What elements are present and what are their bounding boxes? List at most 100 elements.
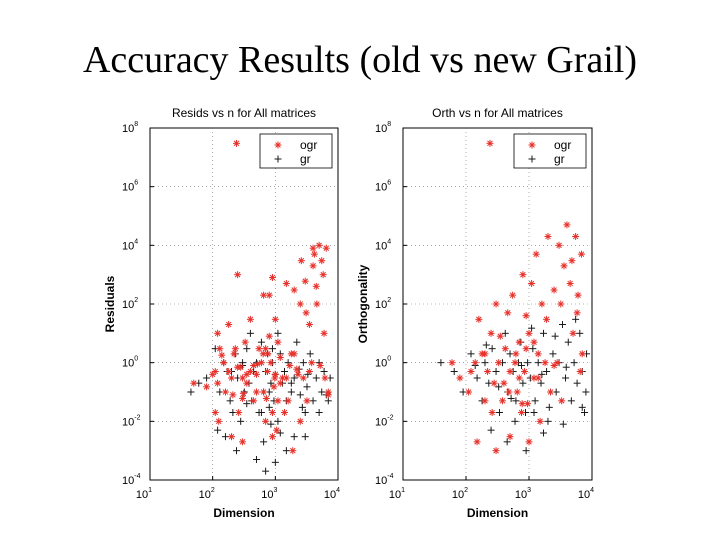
- point-ogr: [296, 300, 304, 308]
- point-gr: [267, 379, 275, 387]
- point-ogr: [220, 359, 228, 367]
- point-ogr: [215, 417, 223, 425]
- point-ogr: [273, 426, 281, 434]
- point-ogr: [270, 383, 278, 391]
- point-ogr: [225, 367, 233, 375]
- point-ogr: [260, 388, 268, 396]
- point-gr: [271, 458, 279, 466]
- point-gr: [290, 374, 298, 382]
- y-tick-label: 104: [122, 238, 138, 252]
- orthogonality-plot: 101 102 103 104 10-4 10-2 100 102 104 106 108 Orth …: [356, 106, 594, 520]
- point-ogr: [259, 350, 267, 358]
- point-gr: [312, 374, 320, 382]
- point-ogr: [211, 409, 219, 417]
- point-ogr: [271, 370, 279, 378]
- point-ogr: [496, 332, 504, 340]
- point-gr: [221, 433, 229, 441]
- point-gr: [187, 388, 195, 396]
- point-ogr: [232, 139, 240, 147]
- point-gr: [280, 367, 288, 375]
- point-ogr: [209, 370, 217, 378]
- point-ogr: [492, 300, 500, 308]
- point-gr: [522, 447, 530, 455]
- point-gr: [243, 345, 251, 353]
- point-ogr: [305, 367, 313, 375]
- point-ogr: [230, 350, 238, 358]
- point-gr: [512, 397, 520, 405]
- point-gr: [487, 426, 495, 434]
- point-ogr: [225, 321, 233, 329]
- y-tick-label: 10-4: [122, 473, 141, 487]
- point-ogr: [228, 374, 236, 382]
- point-ogr: [322, 244, 330, 252]
- point-ogr: [517, 409, 525, 417]
- point-ogr: [289, 447, 297, 455]
- x-tick-label: 103: [515, 487, 531, 501]
- point-gr: [562, 363, 570, 371]
- point-ogr: [566, 279, 574, 287]
- point-ogr: [521, 367, 529, 375]
- point-ogr: [203, 383, 211, 391]
- point-gr: [519, 379, 527, 387]
- point-gr: [501, 329, 509, 337]
- legend-label-ogr: ogr: [300, 138, 317, 152]
- point-ogr: [231, 345, 239, 353]
- point-gr: [544, 417, 552, 425]
- point-ogr: [553, 359, 561, 367]
- legend-box: [259, 133, 333, 169]
- point-ogr: [543, 315, 551, 323]
- point-ogr: [296, 417, 304, 425]
- point-ogr: [560, 262, 568, 270]
- point-ogr: [525, 438, 533, 446]
- point-ogr: [550, 286, 558, 294]
- point-ogr: [505, 388, 513, 396]
- point-ogr: [487, 329, 495, 337]
- y-tick-label: 10-4: [375, 473, 394, 487]
- plot-title: Orth vs n for All matrices: [432, 106, 563, 120]
- plot-title: Resids vs n for All matrices: [172, 106, 316, 120]
- point-ogr: [518, 400, 526, 408]
- point-gr: [437, 359, 445, 367]
- point-ogr: [321, 374, 329, 382]
- point-ogr: [235, 409, 243, 417]
- point-ogr: [578, 350, 586, 358]
- point-gr: [538, 370, 546, 378]
- point-ogr: [313, 300, 321, 308]
- point-gr: [260, 438, 268, 446]
- point-ogr: [558, 397, 566, 405]
- y-tick-label: 106: [122, 180, 138, 194]
- point-ogr: [284, 397, 292, 405]
- point-gr: [293, 338, 301, 346]
- point-gr: [274, 329, 282, 337]
- point-gr: [304, 370, 312, 378]
- point-ogr: [246, 367, 254, 375]
- legend-marker-ogr: [528, 141, 536, 149]
- point-gr: [306, 350, 314, 358]
- point-gr: [545, 403, 553, 411]
- point-gr: [318, 388, 326, 396]
- point-ogr: [456, 374, 464, 382]
- point-ogr: [268, 274, 276, 282]
- point-ogr: [271, 374, 279, 382]
- data-points: [187, 139, 334, 475]
- point-ogr: [260, 291, 268, 299]
- point-ogr: [532, 250, 540, 258]
- x-tick-label: 101: [389, 487, 405, 501]
- point-gr: [580, 409, 588, 417]
- point-gr: [303, 383, 311, 391]
- point-gr: [578, 403, 586, 411]
- point-ogr: [262, 395, 270, 403]
- point-ogr: [576, 367, 584, 375]
- point-ogr: [294, 370, 302, 378]
- point-ogr: [302, 309, 310, 317]
- point-ogr: [246, 315, 254, 323]
- point-ogr: [190, 379, 198, 387]
- point-ogr: [471, 359, 479, 367]
- point-gr: [284, 359, 292, 367]
- x-tick-label: 102: [199, 487, 215, 501]
- y-tick-label: 102: [375, 297, 391, 311]
- point-ogr: [297, 257, 305, 265]
- point-ogr: [475, 315, 483, 323]
- residuals-plot: 101 102 103 104 10-4 10-2 100 102 104 106 108 Resid…: [103, 106, 340, 520]
- point-gr: [492, 367, 500, 375]
